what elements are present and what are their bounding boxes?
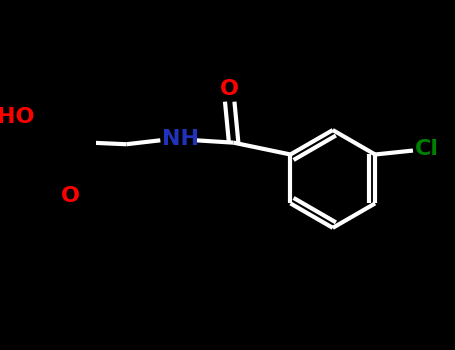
Text: HO: HO [0,107,35,127]
Text: O: O [61,186,80,206]
Text: NH: NH [162,129,198,149]
Text: Cl: Cl [415,139,440,159]
Text: O: O [220,78,239,98]
